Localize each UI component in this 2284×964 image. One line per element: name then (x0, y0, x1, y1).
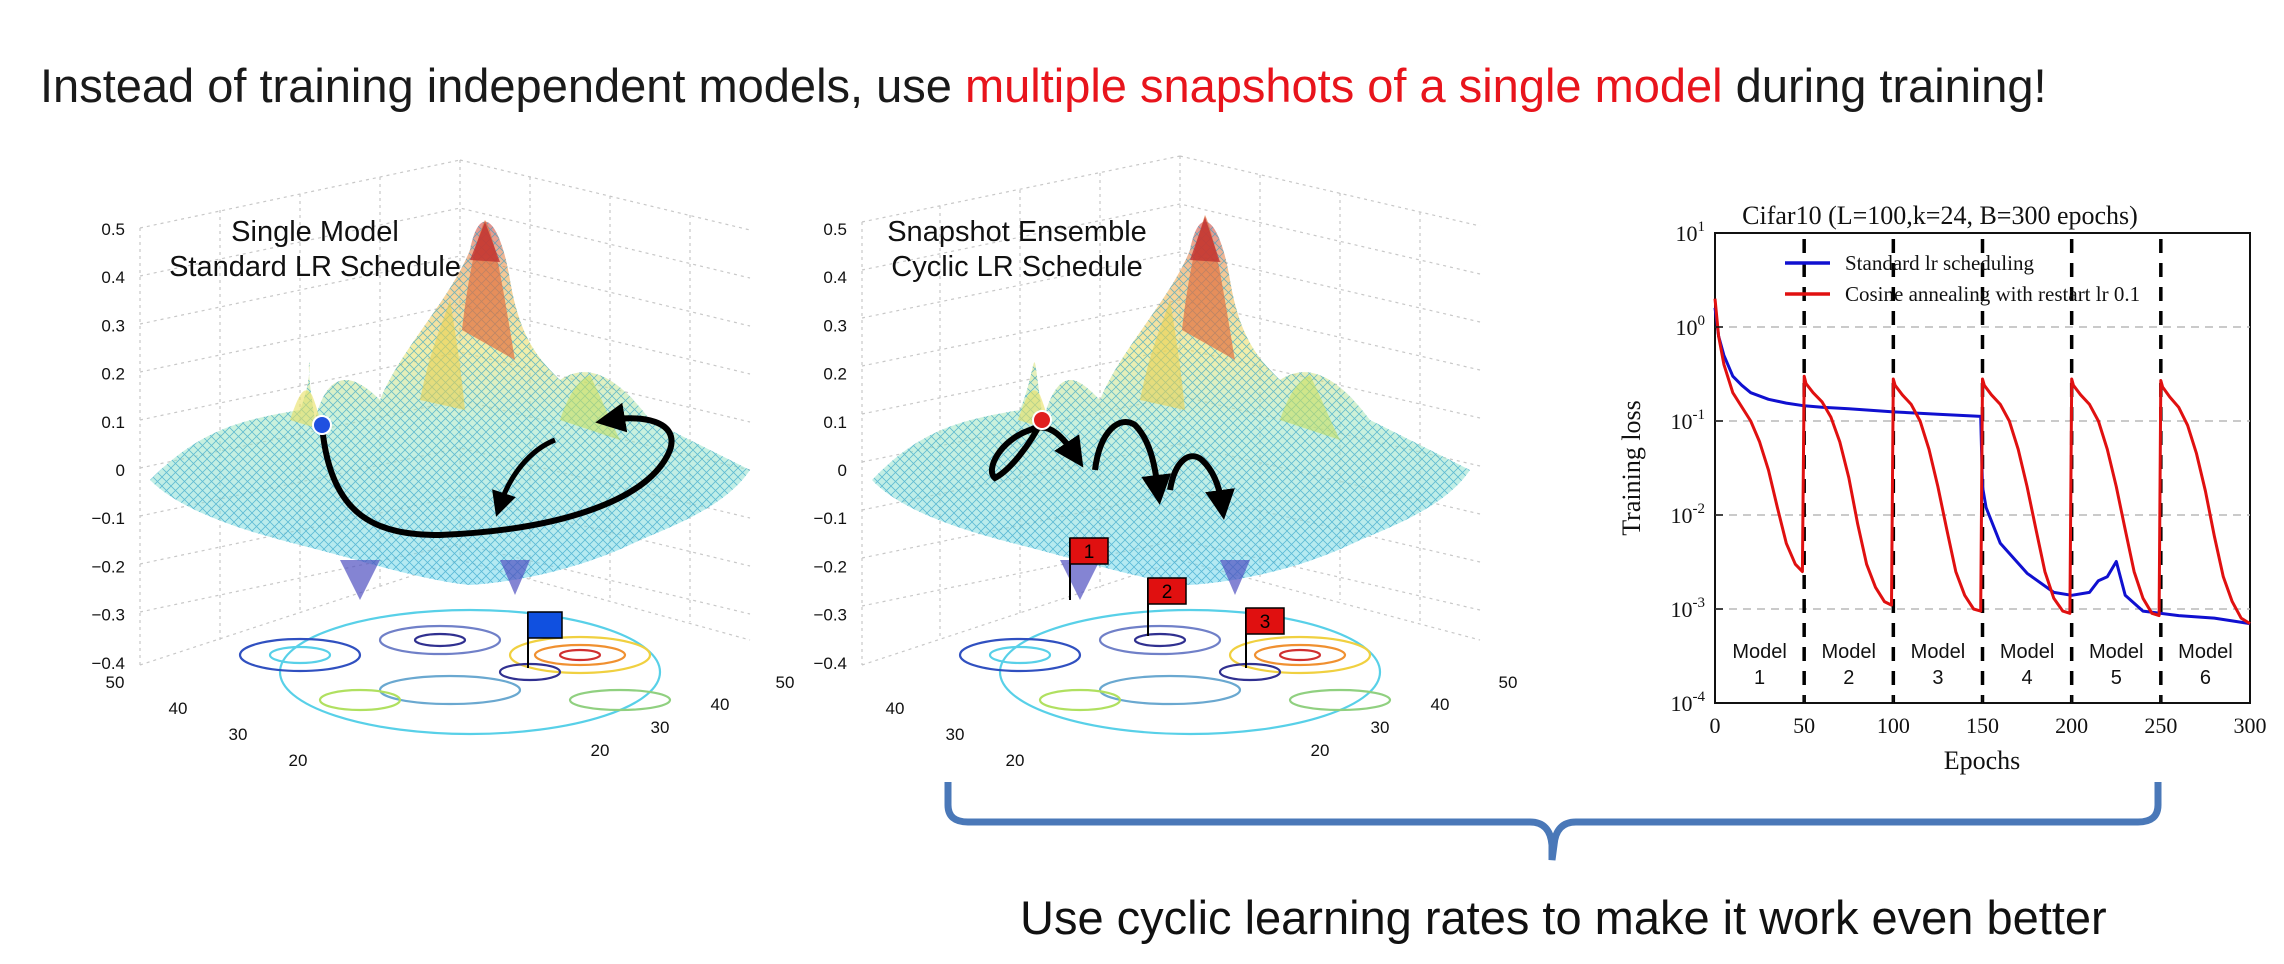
x-tick-label: 50 (1793, 713, 1815, 738)
y-tick-label: 20 (1006, 751, 1025, 770)
caption: Use cyclic learning rates to make it wor… (1020, 891, 2107, 944)
start-marker-red (1032, 410, 1052, 430)
z-tick-label: 0.4 (101, 268, 125, 287)
right-title-line2: Cyclic LR Schedule (891, 251, 1142, 283)
loss-chart: Cifar10 (L=100,k=24, B=300 epochs) 10110… (1617, 201, 2267, 775)
z-tick-label: −0.4 (91, 654, 125, 673)
left-title-line1: Single Model (231, 216, 399, 248)
x-axis-label: Epochs (1944, 746, 2021, 775)
y-tick-label: 100 (1676, 313, 1706, 340)
right-title-line1: Snapshot Ensemble (887, 216, 1147, 248)
x-tick-label: 20 (591, 741, 610, 760)
z-tick-label: 0.3 (823, 316, 847, 335)
legend-label-cosine: Cosine annealing with restart lr 0.1 (1845, 282, 2140, 306)
y-tick-label: 40 (169, 699, 188, 718)
headline-part2: during training! (1722, 59, 2047, 112)
z-tick-label: −0.4 (813, 654, 847, 673)
y-tick-label: 10-1 (1671, 407, 1706, 434)
z-tick-label: −0.1 (91, 509, 125, 528)
model-label: Model (2000, 641, 2054, 663)
cyclic-trajectory (988, 418, 1235, 520)
surface-plot-snapshot-ensemble: 0.5 0.4 0.3 0.2 0.1 0 −0.1 −0.2 −0.3 −0.4 (813, 155, 1518, 770)
model-label: Model (1822, 641, 1876, 663)
model-label: Model (1911, 641, 1965, 663)
y-tick-label: 10-3 (1671, 595, 1706, 622)
z-tick-label: 0 (116, 461, 125, 480)
model-label-number: 2 (1843, 667, 1854, 689)
start-marker-blue (312, 415, 332, 435)
trajectory-branch-arrow (492, 437, 556, 517)
x-tick-label: 50 (776, 673, 795, 692)
y-axis-label: Training loss (1617, 400, 1646, 536)
snapshot-flag-label: 2 (1162, 582, 1173, 603)
z-tick-label: 0.2 (823, 365, 847, 384)
trajectory-arrow (319, 402, 675, 539)
snapshot-flag-3: 3 (1245, 607, 1285, 668)
model-label-number: 6 (2200, 667, 2211, 689)
z-tick-label: 0.4 (823, 268, 847, 287)
z-tick-label: −0.1 (813, 509, 847, 528)
headline-part1: Instead of training independent models, … (40, 59, 965, 112)
z-tick-label: −0.2 (813, 557, 847, 576)
headline-highlight: multiple snapshots of a single model (964, 59, 1723, 112)
model-label: Model (2089, 641, 2143, 663)
z-tick-label: −0.3 (91, 606, 125, 625)
headline: Instead of training independent models, … (40, 58, 2047, 113)
y-tick-label: 10-2 (1671, 501, 1706, 528)
snapshot-flag-label: 3 (1260, 612, 1271, 633)
x-tick-label: 150 (1966, 713, 1999, 738)
x-tick-label: 50 (1499, 673, 1518, 692)
x-tick-label: 0 (1710, 713, 1721, 738)
z-tick-label: 0.2 (101, 365, 125, 384)
z-tick-label: 0 (838, 461, 847, 480)
y-tick-label: 20 (289, 751, 308, 770)
x-tick-label: 250 (2144, 713, 2177, 738)
x-tick-label: 40 (711, 695, 730, 714)
loss-surface (872, 215, 1470, 600)
z-tick-label: 0.1 (101, 413, 125, 432)
legend: Standard lr scheduling Cosine annealing … (1785, 251, 2140, 306)
model-label: Model (1732, 641, 1786, 663)
loss-surface (150, 220, 750, 600)
model-label-number: 5 (2111, 667, 2122, 689)
z-tick-label: −0.2 (91, 557, 125, 576)
model-label-number: 1 (1754, 667, 1765, 689)
bracket (944, 782, 2162, 861)
y-tick-label: 40 (886, 699, 905, 718)
blue-flag (527, 611, 563, 668)
floor-contours (958, 608, 1392, 736)
z-tick-label: 0.5 (101, 220, 125, 239)
snapshot-flag-label: 1 (1084, 542, 1095, 563)
floor-contours (238, 608, 672, 736)
x-tick-label: 100 (1877, 713, 1910, 738)
x-tick-label: 200 (2055, 713, 2088, 738)
surface-plot-single-model: 0.5 0.4 0.3 0.2 0.1 0 −0.1 −0.2 −0.3 −0.4 (91, 159, 795, 770)
y-tick-label: 101 (1676, 219, 1706, 246)
z-tick-label: −0.3 (813, 606, 847, 625)
legend-label-standard: Standard lr scheduling (1845, 251, 2034, 275)
left-title-line2: Standard LR Schedule (169, 251, 461, 283)
snapshot-flag-1: 1 (1069, 537, 1109, 600)
x-tick-label: 20 (1311, 741, 1330, 760)
y-tick-label: 30 (946, 725, 965, 744)
series-cosine-line (1713, 298, 2251, 625)
y-tick-label: 30 (229, 725, 248, 744)
x-tick-label: 300 (2234, 713, 2267, 738)
y-tick-label: 10-4 (1671, 689, 1706, 716)
z-tick-label: 0.5 (823, 220, 847, 239)
y-tick-label: 50 (106, 673, 125, 692)
snapshot-flag-2: 2 (1147, 577, 1187, 636)
model-label-number: 4 (2022, 667, 2033, 689)
x-tick-label: 40 (1431, 695, 1450, 714)
x-tick-label: 30 (651, 718, 670, 737)
model-label: Model (2178, 641, 2232, 663)
model-label-number: 3 (1932, 667, 1943, 689)
x-tick-label: 30 (1371, 718, 1390, 737)
z-tick-label: 0.3 (101, 316, 125, 335)
z-tick-label: 0.1 (823, 413, 847, 432)
chart-title: Cifar10 (L=100,k=24, B=300 epochs) (1742, 201, 2138, 230)
